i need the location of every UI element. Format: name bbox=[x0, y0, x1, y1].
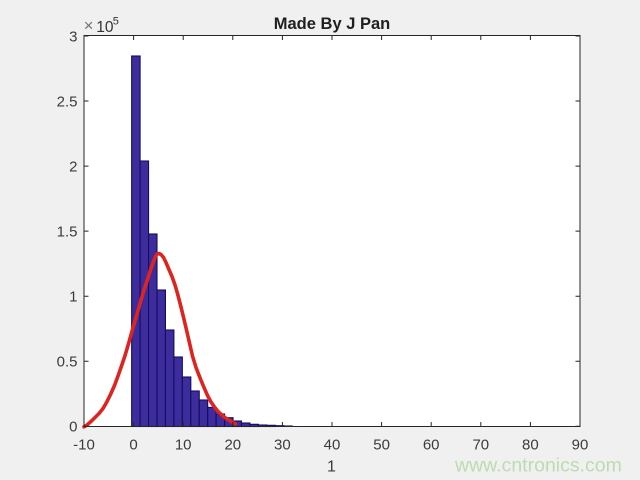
svg-text:0.5: 0.5 bbox=[57, 354, 78, 371]
svg-text:10: 10 bbox=[175, 437, 192, 454]
svg-text:90: 90 bbox=[572, 437, 589, 454]
svg-text:www.cntronics.com: www.cntronics.com bbox=[454, 455, 622, 477]
svg-text:20: 20 bbox=[224, 437, 241, 454]
svg-text:10: 10 bbox=[96, 19, 114, 36]
svg-text:50: 50 bbox=[373, 437, 390, 454]
svg-text:0: 0 bbox=[129, 437, 137, 454]
svg-text:-10: -10 bbox=[73, 437, 95, 454]
svg-text:30: 30 bbox=[274, 437, 291, 454]
svg-text:Made By J Pan: Made By J Pan bbox=[274, 15, 390, 33]
svg-text:80: 80 bbox=[522, 437, 539, 454]
svg-text:1: 1 bbox=[69, 289, 77, 306]
svg-text:3: 3 bbox=[69, 28, 77, 45]
svg-text:1: 1 bbox=[327, 459, 336, 476]
svg-text:1.5: 1.5 bbox=[57, 224, 78, 241]
svg-text:2: 2 bbox=[69, 159, 77, 176]
svg-text:70: 70 bbox=[472, 437, 489, 454]
svg-text:40: 40 bbox=[324, 437, 341, 454]
svg-text:60: 60 bbox=[423, 437, 440, 454]
svg-text:×: × bbox=[84, 17, 94, 35]
svg-text:0: 0 bbox=[69, 419, 77, 436]
svg-text:2.5: 2.5 bbox=[57, 93, 78, 110]
svg-text:5: 5 bbox=[113, 16, 119, 28]
